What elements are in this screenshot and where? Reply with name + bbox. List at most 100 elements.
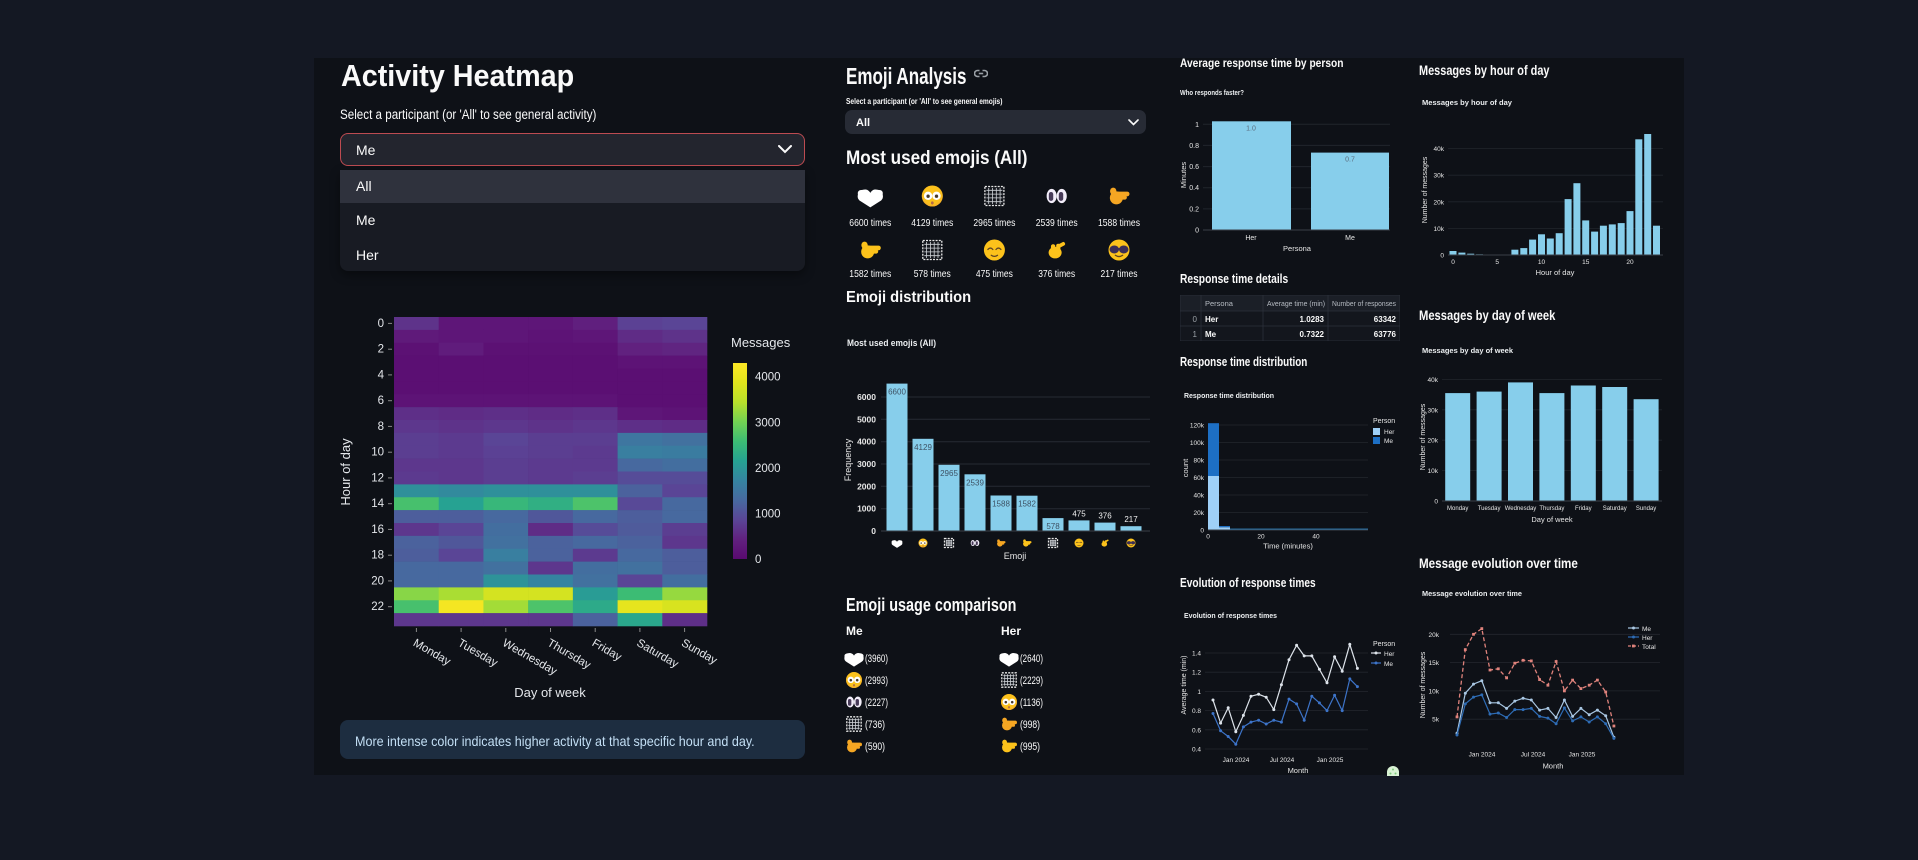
svg-text:Number of messages: Number of messages [1422, 156, 1429, 223]
svg-text:0: 0 [1440, 253, 1444, 260]
svg-text:20k: 20k [1194, 510, 1205, 517]
svg-text:0: 0 [1195, 228, 1199, 235]
svg-text:0: 0 [1451, 259, 1455, 266]
svg-text:1582 times: 1582 times [849, 268, 891, 280]
svg-text:Total: Total [1642, 644, 1656, 651]
svg-text:Me: Me [1642, 626, 1651, 633]
svg-text:0: 0 [1206, 534, 1210, 541]
svg-text:8: 8 [378, 421, 384, 433]
svg-text:Hour of day: Hour of day [1536, 268, 1575, 277]
svg-text:0.6: 0.6 [1189, 164, 1199, 171]
svg-text:Average time (min): Average time (min) [1267, 299, 1325, 308]
svg-text:Messages by hour of day: Messages by hour of day [1422, 98, 1513, 107]
svg-text:10: 10 [371, 447, 384, 459]
svg-text:63342: 63342 [1374, 315, 1397, 324]
svg-text:1000: 1000 [755, 508, 781, 520]
svg-text:(2640): (2640) [1020, 653, 1043, 665]
svg-text:2965: 2965 [940, 469, 958, 478]
svg-text:0.2: 0.2 [1189, 206, 1199, 213]
svg-text:1: 1 [1195, 122, 1199, 129]
svg-text:Jan 2024: Jan 2024 [1469, 752, 1496, 759]
svg-text:578 times: 578 times [914, 268, 951, 280]
svg-text:20: 20 [371, 575, 384, 587]
svg-text:Day of week: Day of week [1531, 515, 1573, 524]
svg-text:4: 4 [378, 369, 385, 381]
svg-text:Month: Month [1543, 762, 1564, 771]
svg-text:376 times: 376 times [1038, 268, 1075, 280]
svg-text:Sunday: Sunday [679, 637, 719, 667]
svg-text:Number of messages: Number of messages [1420, 403, 1427, 470]
svg-text:(590): (590) [865, 741, 885, 753]
svg-text:Frequency: Frequency [843, 438, 853, 481]
svg-text:1.0283: 1.0283 [1300, 315, 1325, 324]
svg-text:Emoji: Emoji [1004, 551, 1027, 561]
svg-text:10: 10 [1538, 259, 1546, 266]
svg-text:22: 22 [371, 601, 384, 613]
svg-text:12: 12 [371, 472, 384, 484]
svg-text:Saturday: Saturday [634, 637, 680, 671]
svg-text:20: 20 [1626, 259, 1634, 266]
svg-text:Sunday: Sunday [1636, 506, 1656, 512]
svg-text:20k: 20k [1434, 199, 1445, 206]
svg-text:0.4: 0.4 [1189, 185, 1199, 192]
svg-text:Jul 2024: Jul 2024 [1521, 752, 1546, 759]
svg-text:Day of week: Day of week [514, 685, 586, 700]
svg-text:18: 18 [371, 550, 384, 562]
svg-text:6: 6 [378, 395, 384, 407]
svg-text:0.4: 0.4 [1192, 747, 1201, 754]
svg-text:(2993): (2993) [865, 675, 888, 687]
svg-text:Number of messages: Number of messages [1420, 651, 1427, 718]
svg-text:40k: 40k [1428, 377, 1439, 384]
svg-text:Messages: Messages [731, 335, 791, 350]
svg-text:10k: 10k [1434, 226, 1445, 233]
svg-text:30k: 30k [1434, 173, 1445, 180]
svg-text:1: 1 [1193, 330, 1198, 339]
svg-text:475: 475 [1072, 509, 1086, 518]
svg-text:0.7322: 0.7322 [1300, 330, 1325, 339]
svg-text:40k: 40k [1194, 493, 1205, 500]
svg-text:60k: 60k [1194, 475, 1205, 482]
svg-text:0: 0 [1434, 499, 1438, 506]
svg-text:Her: Her [1245, 235, 1257, 242]
svg-text:Me: Me [1384, 661, 1393, 668]
svg-text:20k: 20k [1429, 632, 1440, 639]
svg-text:5k: 5k [1432, 717, 1440, 724]
svg-text:Monday: Monday [1447, 506, 1468, 512]
svg-text:3000: 3000 [857, 459, 876, 469]
svg-text:Friday: Friday [590, 637, 624, 663]
svg-text:Friday: Friday [1575, 506, 1592, 512]
svg-text:0: 0 [1193, 315, 1198, 324]
svg-text:2000: 2000 [755, 463, 781, 475]
svg-text:Jul 2024: Jul 2024 [1270, 757, 1295, 764]
svg-text:count: count [1181, 458, 1190, 477]
svg-text:Minutes: Minutes [1179, 162, 1188, 189]
svg-text:5000: 5000 [857, 414, 876, 424]
svg-text:4000: 4000 [755, 372, 781, 384]
svg-text:4129: 4129 [914, 443, 932, 452]
svg-text:376: 376 [1098, 512, 1112, 521]
svg-text:20k: 20k [1428, 438, 1439, 445]
svg-text:Time (minutes): Time (minutes) [1263, 542, 1313, 551]
svg-text:(736): (736) [865, 719, 885, 731]
svg-text:(3960): (3960) [865, 653, 888, 665]
svg-text:14: 14 [371, 498, 384, 510]
svg-text:Person: Person [1373, 418, 1395, 425]
svg-text:0.6: 0.6 [1192, 727, 1201, 734]
svg-text:578: 578 [1046, 522, 1060, 531]
svg-text:4000: 4000 [857, 437, 876, 447]
svg-text:6600: 6600 [888, 388, 906, 397]
svg-text:Average time (min): Average time (min) [1181, 655, 1188, 714]
svg-text:Response time distribution: Response time distribution [1184, 391, 1274, 400]
svg-text:2: 2 [378, 344, 384, 356]
svg-text:3000: 3000 [755, 417, 781, 429]
svg-text:0.8: 0.8 [1192, 708, 1201, 715]
svg-text:Her: Her [1384, 429, 1395, 436]
svg-text:0: 0 [1200, 528, 1204, 535]
svg-text:Hour of day: Hour of day [338, 438, 353, 506]
svg-text:1588: 1588 [992, 500, 1010, 509]
svg-text:(2229): (2229) [1020, 675, 1043, 687]
svg-text:1.4: 1.4 [1192, 651, 1201, 658]
svg-text:Jan 2024: Jan 2024 [1223, 757, 1250, 764]
svg-text:Tuesday: Tuesday [1478, 506, 1501, 512]
svg-text:Thursday: Thursday [1539, 506, 1564, 512]
